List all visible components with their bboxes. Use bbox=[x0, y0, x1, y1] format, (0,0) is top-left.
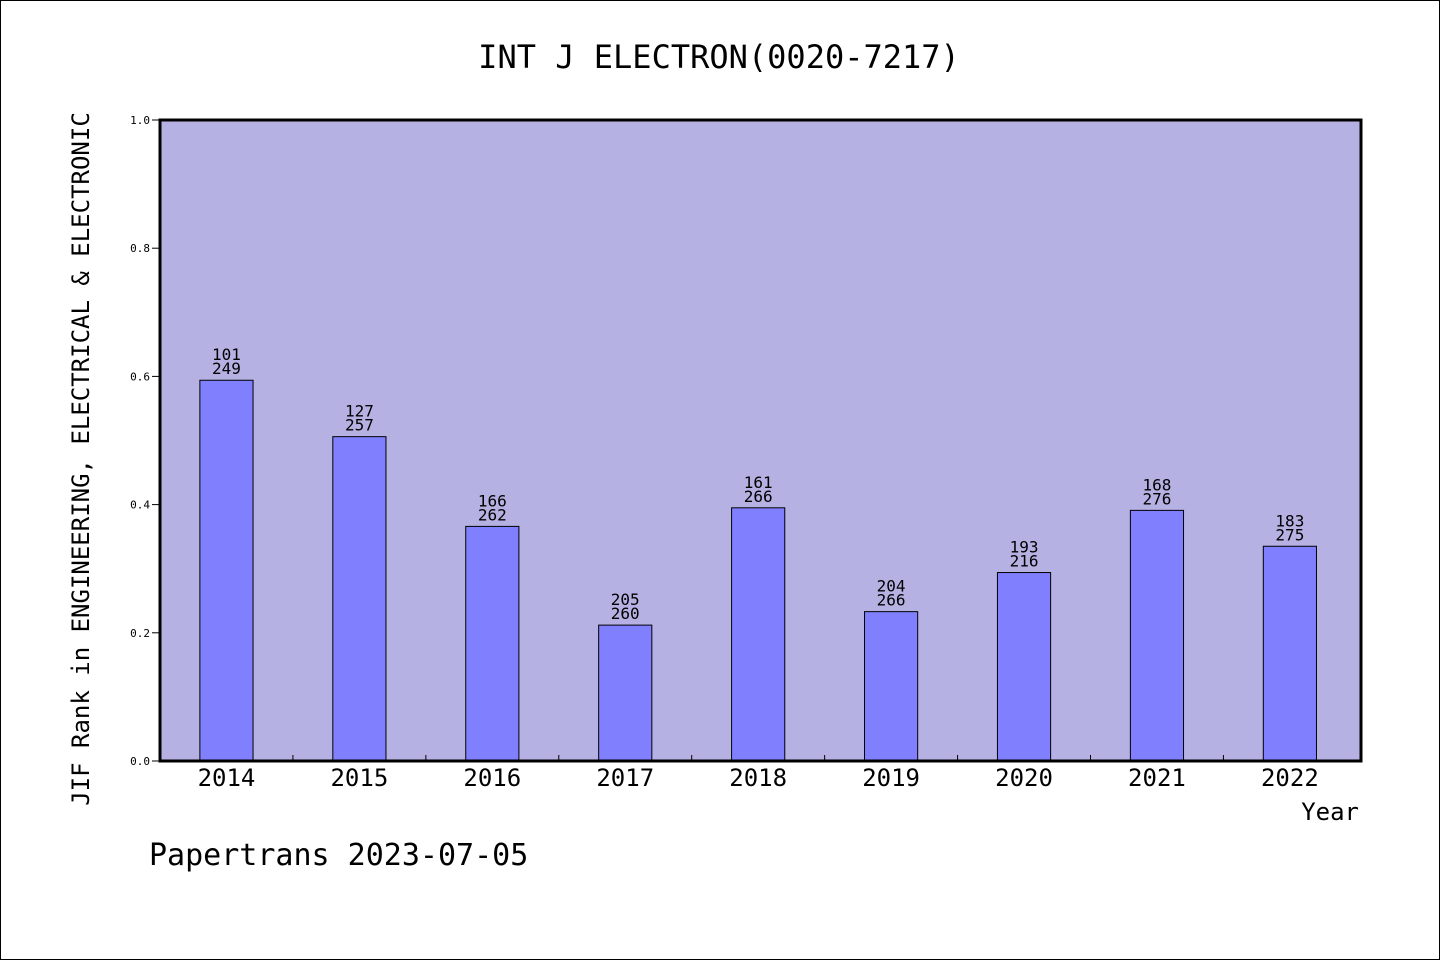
x-tick-label: 2015 bbox=[330, 764, 388, 792]
y-tick-label: 0.6 bbox=[130, 370, 150, 383]
bar-total-label: 276 bbox=[1143, 489, 1172, 508]
y-tick-label: 0.2 bbox=[130, 627, 150, 640]
bar-total-label: 262 bbox=[478, 505, 507, 524]
x-tick-label: 2020 bbox=[995, 764, 1053, 792]
x-tick-label: 2019 bbox=[862, 764, 920, 792]
bar-rank-label: 193 bbox=[1010, 538, 1039, 557]
y-axis-label: JIF Rank in ENGINEERING, ELECTRICAL & EL… bbox=[67, 112, 95, 806]
x-tick-label: 2016 bbox=[463, 764, 521, 792]
bar-2019 bbox=[864, 611, 919, 762]
x-tick-label: 2018 bbox=[729, 764, 787, 792]
bar-rank-label: 205 bbox=[611, 590, 640, 609]
x-tick-label: 2022 bbox=[1261, 764, 1319, 792]
bar-2015 bbox=[332, 436, 387, 762]
bar-rank-label: 183 bbox=[1275, 511, 1304, 530]
bar-rank-label: 161 bbox=[744, 473, 773, 492]
bar-2014 bbox=[199, 379, 254, 762]
bar-2016 bbox=[465, 525, 520, 762]
plot-frame bbox=[158, 118, 1363, 763]
footer-credit: Papertrans 2023-07-05 bbox=[149, 838, 528, 873]
bar-2021 bbox=[1129, 509, 1185, 762]
y-tick-label: 0.0 bbox=[130, 755, 150, 768]
y-tick-label: 1.0 bbox=[130, 114, 150, 127]
bar-2022 bbox=[1262, 545, 1317, 762]
bar-rank-label: 101 bbox=[212, 345, 241, 364]
bar-rank-label: 166 bbox=[478, 491, 507, 510]
bar-rank-label: 204 bbox=[877, 577, 906, 596]
y-tick-label: 0.8 bbox=[130, 242, 150, 255]
bar-2017 bbox=[598, 624, 653, 762]
x-tick-label: 2021 bbox=[1128, 764, 1186, 792]
y-axis-ticks: 0.0 0.2 0.4 0.6 0.8 1.0 bbox=[130, 114, 160, 768]
x-tick-label: 2014 bbox=[198, 764, 256, 792]
bar-labels-group: 1012491272571662622052601612662042661932… bbox=[212, 345, 1304, 623]
bar-rank-label: 127 bbox=[345, 402, 374, 421]
bar-total-label: 249 bbox=[212, 359, 241, 378]
bar-total-label: 257 bbox=[345, 416, 374, 435]
bar-total-label: 216 bbox=[1010, 552, 1039, 571]
x-axis-ticks: 2014 2015 2016 2017 2018 2019 2020 2021 2022 bbox=[198, 755, 1319, 792]
bar-2020 bbox=[996, 572, 1052, 762]
bar-rank-label: 168 bbox=[1143, 475, 1172, 494]
bar-total-label: 266 bbox=[744, 487, 773, 506]
y-tick-label: 0.4 bbox=[130, 499, 150, 512]
bar-total-label: 266 bbox=[877, 591, 906, 610]
bars-group bbox=[199, 379, 1317, 762]
bar-total-label: 275 bbox=[1275, 525, 1304, 544]
x-axis-label: Year bbox=[1301, 798, 1359, 826]
x-tick-label: 2017 bbox=[596, 764, 654, 792]
bar-2018 bbox=[731, 507, 786, 762]
chart-title: INT J ELECTRON(0020-7217) bbox=[478, 38, 960, 76]
bar-total-label: 260 bbox=[611, 604, 640, 623]
